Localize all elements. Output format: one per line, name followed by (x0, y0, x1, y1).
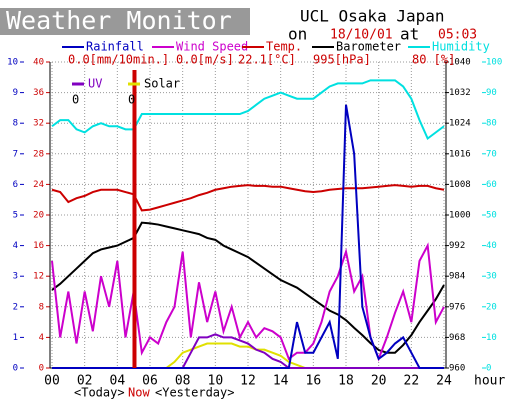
date: 18/10/01 (330, 28, 393, 43)
legend-label: Solar (144, 77, 180, 91)
series-line (51, 221, 445, 354)
y2-tick-label: 32 (33, 119, 44, 129)
station: UCL Osaka Japan (300, 7, 445, 26)
reading: 80 [%] (412, 53, 455, 67)
y4-tick-label: 90 (486, 88, 497, 98)
now-bar (132, 70, 137, 368)
y3-tick-label: 992 (449, 241, 465, 251)
y2-tick-label: 4 (39, 333, 44, 343)
y2-tick-label: 40 (33, 58, 44, 68)
reading: 0.0[mm/10min.] (68, 53, 169, 67)
legend-label: Rainfall (86, 40, 144, 54)
y-tick-label: 7 (13, 149, 18, 159)
y3-tick-label: 1016 (449, 149, 471, 159)
y2-tick-label: 28 (33, 149, 44, 159)
y4-tick-label: 40 (486, 241, 497, 251)
today-label: <Today> (74, 386, 125, 400)
legend-label: Temp. (266, 40, 302, 54)
y2-tick-label: 0 (39, 364, 44, 374)
y4-tick-label: 10 (486, 333, 497, 343)
x-tick-label: 14 (273, 374, 289, 389)
x-tick-label: 04 (110, 374, 126, 389)
y-tick-label: 4 (13, 241, 18, 251)
y4-tick-label: 20 (486, 302, 497, 312)
y4-tick-label: 100 (486, 58, 502, 68)
series-line (51, 184, 445, 212)
series-line (52, 104, 444, 369)
x-tick-label: 10 (208, 374, 224, 389)
y4-tick-label: 30 (486, 272, 497, 282)
y2-tick-label: 16 (33, 241, 44, 251)
time: 05:03 (438, 28, 477, 43)
y3-tick-label: 1040 (449, 58, 471, 68)
x-tick-label: 08 (175, 374, 191, 389)
x-tick-label: 18 (338, 374, 354, 389)
y2-tick-label: 12 (33, 272, 44, 282)
y2-tick-label: 20 (33, 211, 44, 221)
y-tick-label: 2 (13, 302, 18, 312)
x-tick-label: 02 (77, 374, 93, 389)
y4-tick-label: 50 (486, 211, 497, 221)
legend-label: Humidity (432, 40, 490, 54)
y3-tick-label: 1024 (449, 119, 471, 129)
x-tick-label: 12 (240, 374, 256, 389)
reading: 0.0[m/s] (176, 53, 234, 67)
x-tick-label: 06 (142, 374, 158, 389)
y2-tick-label: 8 (39, 302, 44, 312)
y-tick-label: 10 (7, 58, 18, 68)
at-label: at (400, 25, 419, 44)
y3-tick-label: 976 (449, 302, 465, 312)
y3-tick-label: 968 (449, 333, 465, 343)
y4-tick-label: 80 (486, 119, 497, 129)
y4-tick-label: 0 (486, 364, 491, 374)
y2-tick-label: 24 (33, 180, 44, 190)
legend-label: UV (88, 77, 102, 91)
y-tick-label: 6 (13, 180, 18, 190)
now-label: Now (128, 386, 150, 400)
y-tick-label: 0 (13, 364, 18, 374)
x-tick-label: 22 (404, 374, 420, 389)
x-tick-label: 16 (306, 374, 322, 389)
reading: 22.1[°C] (238, 53, 296, 67)
x-tick-label: 20 (371, 374, 387, 389)
y3-tick-label: 960 (449, 364, 465, 374)
chart-title: Weather Monitor (6, 6, 232, 35)
reading: 995[hPa] (313, 53, 371, 67)
y-tick-label: 9 (13, 88, 18, 98)
legend-label: Barometer (336, 40, 401, 54)
y3-tick-label: 1032 (449, 88, 471, 98)
y4-tick-label: 60 (486, 180, 497, 190)
y-tick-label: 3 (13, 272, 18, 282)
x-tick-label: 24 (436, 374, 452, 389)
reading: 0 (128, 93, 135, 107)
y3-tick-label: 1000 (449, 211, 471, 221)
y3-tick-label: 984 (449, 272, 465, 282)
y3-tick-label: 1008 (449, 180, 471, 190)
series-line (51, 79, 445, 141)
y2-tick-label: 36 (33, 88, 44, 98)
on-label: on (288, 25, 307, 44)
y4-tick-label: 70 (486, 149, 497, 159)
y-tick-label: 8 (13, 119, 18, 129)
y-tick-label: 5 (13, 211, 18, 221)
legend-label: Wind Speed (176, 40, 248, 54)
yesterday-label: <Yesterday> (155, 386, 234, 400)
x-tick-label: 00 (44, 374, 60, 389)
y-tick-label: 1 (13, 333, 18, 343)
x-axis-label: hour (474, 374, 505, 389)
title-box (0, 8, 250, 35)
reading: 0 (72, 93, 79, 107)
